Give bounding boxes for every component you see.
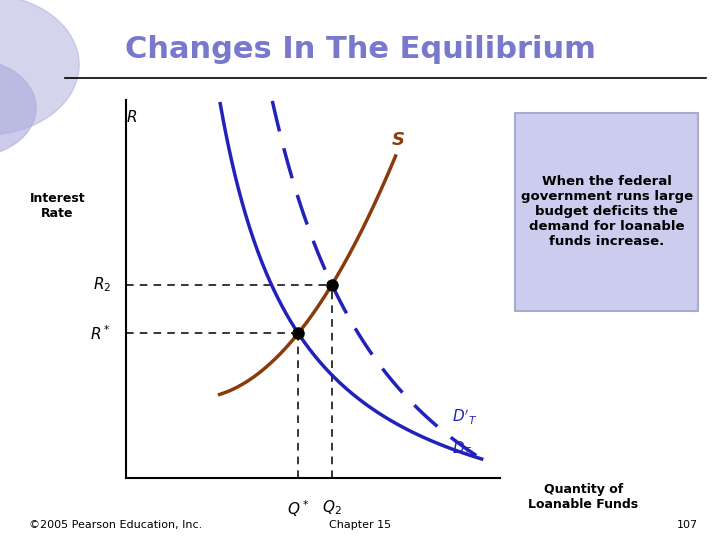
Text: $D'_T$: $D'_T$ xyxy=(451,407,477,427)
Text: Quantity of
Loanable Funds: Quantity of Loanable Funds xyxy=(528,483,638,511)
Text: When the federal
government runs large
budget deficits the
demand for loanable
f: When the federal government runs large b… xyxy=(521,176,693,248)
Text: 107: 107 xyxy=(678,520,698,530)
Text: Chapter 15: Chapter 15 xyxy=(329,520,391,530)
Text: S: S xyxy=(392,131,405,149)
Text: $R_2$: $R_2$ xyxy=(93,275,111,294)
Text: Changes In The Equilibrium: Changes In The Equilibrium xyxy=(125,35,595,64)
Text: $R$: $R$ xyxy=(126,109,138,125)
Text: $Q_2$: $Q_2$ xyxy=(322,499,342,517)
Text: $Q^*$: $Q^*$ xyxy=(287,499,310,519)
Text: $R^*$: $R^*$ xyxy=(90,324,111,343)
Text: Interest
Rate: Interest Rate xyxy=(30,192,86,220)
Text: ©2005 Pearson Education, Inc.: ©2005 Pearson Education, Inc. xyxy=(29,520,202,530)
Text: $D_T$: $D_T$ xyxy=(451,439,472,458)
